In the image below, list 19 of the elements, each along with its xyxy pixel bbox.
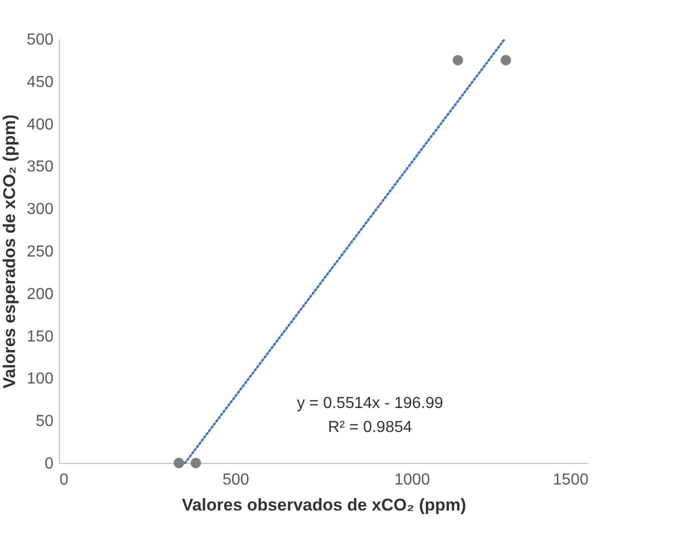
x-tick-label: 500 — [222, 472, 250, 488]
y-tick-label: 400 — [26, 116, 54, 134]
y-tick-label: 150 — [26, 328, 54, 346]
y-tick-label: 200 — [26, 286, 54, 303]
x-axis-title: Valores observados de xCO₂ (ppm) — [182, 496, 466, 514]
y-tick-label: 50 — [36, 413, 54, 430]
x-tick-label: 1000 — [394, 472, 430, 488]
y-tick-label: 350 — [26, 158, 54, 176]
y-tick-label: 450 — [26, 74, 54, 91]
y-axis-title: Valores esperados de xCO₂ (ppm) — [0, 114, 19, 388]
y-tick-label: 300 — [26, 201, 54, 218]
annotation: y = 0.5514x - 196.99 — [296, 395, 444, 412]
x-tick-label: 1500 — [552, 472, 589, 488]
y-tick-label: 0 — [44, 456, 54, 472]
y-tick-label: 500 — [26, 32, 54, 48]
y-tick-label: 250 — [26, 244, 54, 260]
annotation: R² = 0.9854 — [328, 419, 412, 436]
x-tick-label: 0 — [60, 472, 68, 488]
y-tick-label: 100 — [26, 370, 54, 388]
